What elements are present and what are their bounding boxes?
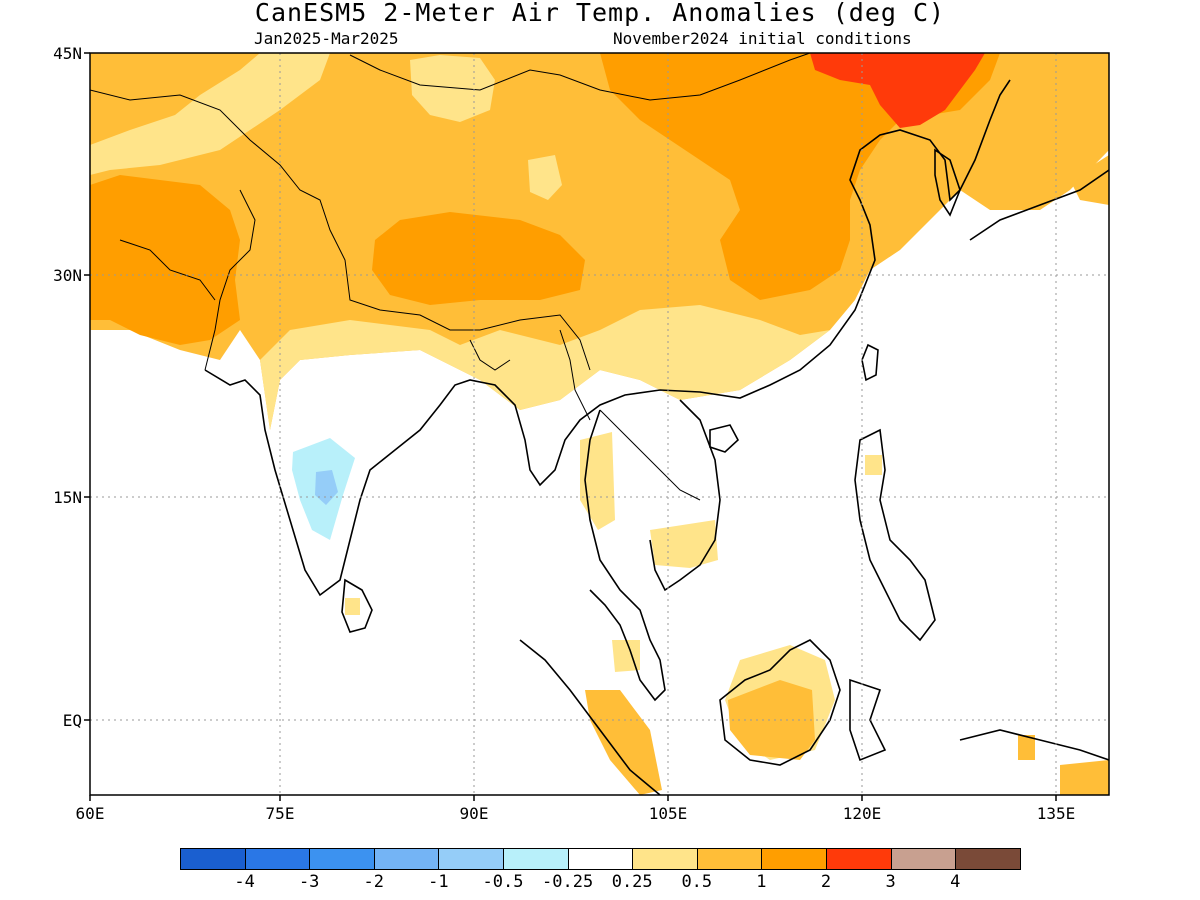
coastline-indochina (584, 409, 666, 702)
coastline-hainan (709, 424, 739, 453)
graticule (90, 53, 1109, 795)
colorbar-swatch (955, 848, 1021, 870)
anomaly-region-11 (315, 470, 338, 505)
forecast-period: Jan2025-Mar2025 (254, 29, 399, 48)
coastline-sumatra (519, 639, 661, 795)
colorbar-swatch (567, 848, 634, 870)
lat-label-30n: 30N (53, 266, 82, 285)
colorbar-label: -0.5 (482, 872, 524, 892)
border-1 (90, 89, 591, 371)
coastlines (204, 79, 1109, 795)
anomaly-region-5 (528, 155, 562, 200)
colorbar-label: 2 (820, 872, 832, 892)
anomaly-region-8 (90, 175, 240, 345)
coastline-newguinea (959, 729, 1109, 761)
lat-label-15n: 15N (53, 488, 82, 507)
anomaly-region-17 (612, 640, 640, 672)
colorbar-swatch (826, 848, 892, 870)
colorbar-swatch (180, 848, 246, 870)
anomaly-region-15 (728, 680, 815, 760)
lon-label-105e: 105E (648, 804, 688, 823)
colorbar-swatch (438, 848, 504, 870)
coastline-borneo (719, 639, 841, 766)
anomaly-region-19 (1070, 155, 1109, 205)
lon-label-90e: 90E (459, 804, 489, 823)
anomaly-map (84, 52, 1110, 801)
colorbar-label: -0.25 (542, 872, 594, 892)
lat-label-eq: EQ (62, 711, 82, 730)
anomaly-region-18 (1060, 760, 1109, 795)
anomaly-region-22 (1018, 735, 1035, 760)
border-5 (559, 329, 591, 421)
colorbar-label: -2 (363, 872, 385, 892)
colorbar-swatch (309, 848, 375, 870)
coastline-sulawesi (849, 678, 887, 762)
anomaly-region-2 (90, 53, 330, 175)
border-7 (119, 239, 216, 301)
colorbar-swatch (373, 848, 440, 870)
colorbar-swatch (696, 848, 763, 870)
anomaly-region-13 (650, 520, 718, 568)
colorbar-label: -3 (298, 872, 320, 892)
lat-label-45n: 45N (53, 44, 82, 63)
border-6 (469, 339, 511, 371)
colorbar-label: 3 (885, 872, 896, 892)
lon-label-120e: 120E (842, 804, 882, 823)
coastline-japan (969, 169, 1109, 241)
colorbar-label: 1 (756, 872, 767, 892)
coastline-india (204, 79, 1011, 597)
colorbar-swatch (503, 848, 569, 870)
anomaly-region-7 (372, 212, 585, 305)
political-borders (90, 53, 811, 501)
anomaly-region-21 (865, 455, 882, 475)
colorbar-label: 0.5 (681, 872, 713, 892)
colorbar-label: 0.25 (611, 872, 653, 892)
colorbar-swatch (761, 848, 827, 870)
colorbar-swatch (890, 848, 957, 870)
coastline-vietnam (649, 399, 721, 592)
colorbar-label: 4 (950, 872, 961, 892)
coastline-philippines (854, 428, 936, 642)
initial-conditions: November2024 initial conditions (613, 29, 912, 48)
lon-label-75e: 75E (265, 804, 295, 823)
border-4 (599, 409, 701, 501)
axis-ticks (84, 52, 1057, 801)
colorbar-swatch (632, 848, 698, 870)
coastline-korea (934, 148, 961, 217)
anomaly-region-3 (260, 305, 830, 430)
lon-label-135e: 135E (1036, 804, 1076, 823)
lon-label-60e: 60E (75, 804, 105, 823)
map-title: CanESM5 2-Meter Air Temp. Anomalies (deg… (254, 0, 946, 27)
border-3 (349, 53, 811, 101)
colorbar-label: -1 (428, 872, 449, 892)
colorbar-label: -4 (234, 872, 255, 892)
coastline-taiwan (861, 343, 879, 382)
colorbar-swatch (244, 848, 311, 870)
anomaly-field (90, 53, 1109, 795)
anomaly-region-9 (810, 53, 985, 128)
coastline-srilanka (341, 578, 373, 633)
border-2 (204, 189, 256, 371)
anomaly-region-16 (585, 690, 662, 795)
map-frame (89, 52, 1110, 796)
anomaly-region-20 (345, 598, 360, 615)
